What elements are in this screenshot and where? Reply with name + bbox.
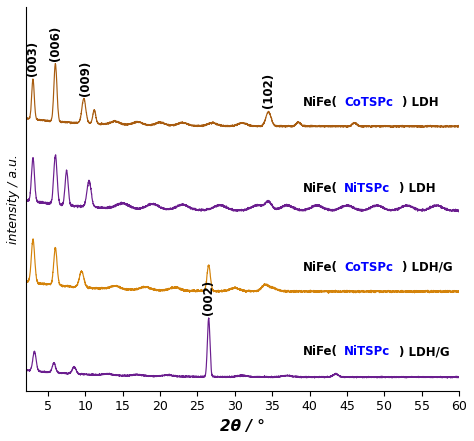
Text: ) LDH/G: ) LDH/G — [402, 261, 453, 274]
Text: NiFe(: NiFe( — [303, 182, 338, 195]
Text: (009): (009) — [79, 60, 92, 96]
Text: NiFe(: NiFe( — [303, 345, 338, 359]
Text: ) LDH: ) LDH — [402, 96, 438, 109]
Text: (006): (006) — [49, 26, 62, 61]
Text: NiFe(: NiFe( — [303, 261, 338, 274]
Text: ) LDH/G: ) LDH/G — [399, 345, 449, 359]
Text: (102): (102) — [262, 73, 275, 108]
Text: NiTSPc: NiTSPc — [344, 182, 391, 195]
Text: CoTSPc: CoTSPc — [344, 96, 393, 109]
Text: (002): (002) — [202, 280, 215, 315]
Y-axis label: intensity / a.u.: intensity / a.u. — [7, 154, 20, 244]
Text: NiTSPc: NiTSPc — [344, 345, 391, 359]
X-axis label: 2θ / °: 2θ / ° — [220, 419, 265, 434]
Text: (003): (003) — [27, 41, 39, 76]
Text: ) LDH: ) LDH — [399, 182, 436, 195]
Text: NiFe(: NiFe( — [303, 96, 338, 109]
Text: CoTSPc: CoTSPc — [344, 261, 393, 274]
